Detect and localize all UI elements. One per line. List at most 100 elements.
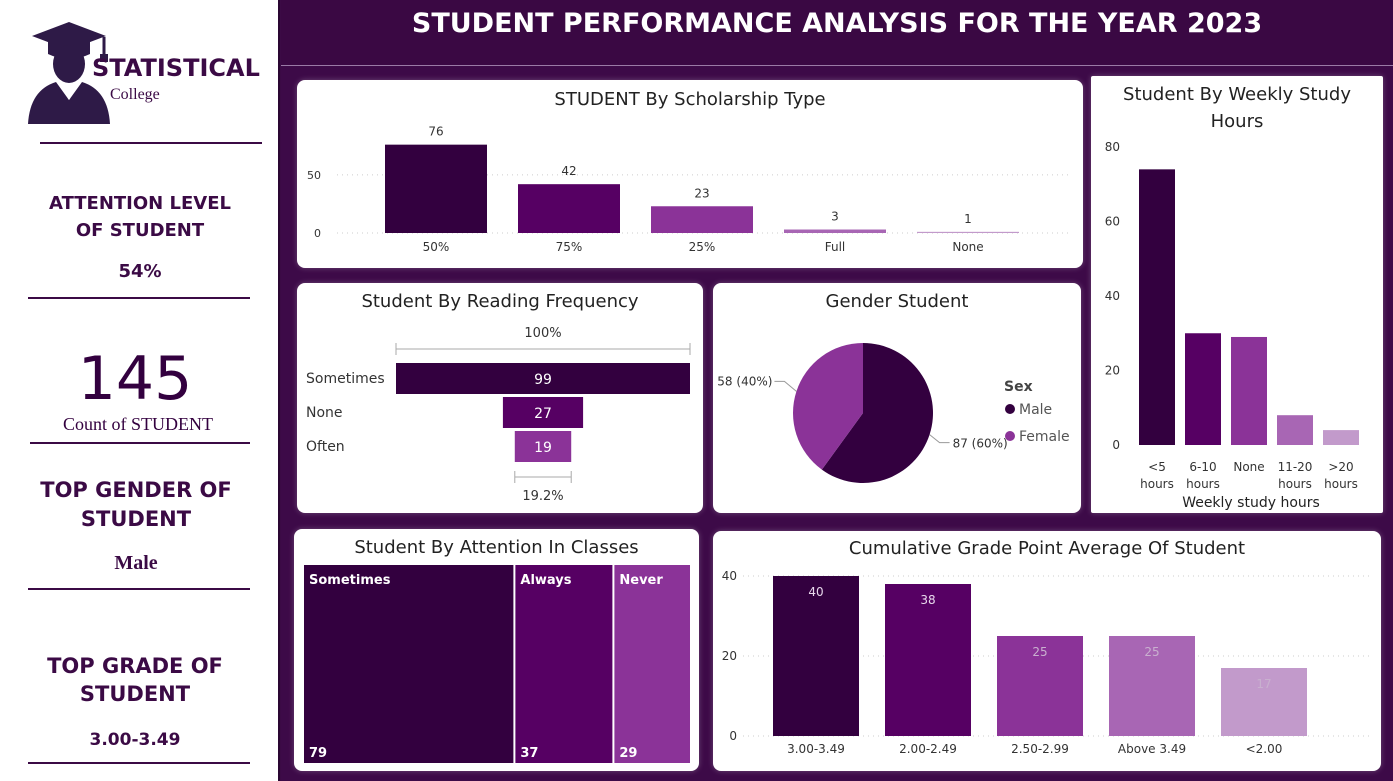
category-label: Sometimes — [306, 371, 385, 387]
divider — [28, 762, 250, 764]
bar — [917, 231, 1019, 233]
grade-kpi-title: TOP GRADE OF STUDENT — [47, 654, 223, 706]
leader-line — [774, 380, 797, 392]
x-tick-label: Above 3.49 — [1118, 742, 1186, 756]
y-tick-label: 40 — [1105, 289, 1120, 303]
gender-kpi-title: TOP GENDER OF STUDENT — [40, 478, 232, 531]
reading-title: Student By Reading Frequency — [361, 291, 639, 312]
data-label: 19 — [534, 440, 552, 456]
gender-card[interactable]: Gender Student 87 (60%) 58 (40%) Sex Male Fe… — [713, 283, 1081, 513]
y-tick-label: 60 — [1105, 215, 1120, 229]
count-kpi-value: 145 — [77, 344, 193, 414]
data-label: 42 — [561, 164, 576, 178]
tile-value: 29 — [619, 746, 637, 761]
x-tick-label: 2.00-2.49 — [899, 742, 957, 756]
y-tick-label: 50 — [307, 169, 321, 182]
divider — [40, 142, 262, 144]
page-title: STUDENT PERFORMANCE ANALYSIS FOR THE YEA… — [411, 8, 1263, 39]
funnel-bar — [514, 431, 572, 462]
y-tick-label: 40 — [722, 569, 737, 583]
attention-card[interactable]: Student By Attention In Classes Sometime… — [294, 529, 699, 771]
y-tick-label: 0 — [729, 729, 737, 743]
bar — [1277, 415, 1313, 445]
logo-subtitle: College — [110, 86, 160, 103]
x-tick-label: 6-10 — [1189, 460, 1216, 474]
x-tick-label: <5 — [1148, 460, 1166, 474]
bar — [997, 636, 1083, 736]
y-tick-label: 20 — [722, 649, 737, 663]
bar — [1231, 336, 1267, 445]
data-label: 76 — [428, 125, 443, 139]
bar — [1185, 333, 1221, 445]
divider — [28, 588, 250, 590]
data-label: 25 — [1144, 645, 1159, 659]
cgpa-card[interactable]: Cumulative Grade Point Average Of Studen… — [713, 531, 1381, 771]
x-tick-label: None — [952, 240, 983, 254]
funnel-bar — [502, 397, 584, 428]
y-tick-label: 0 — [1112, 438, 1120, 452]
bar — [385, 144, 487, 233]
x-tick-label: None — [1233, 460, 1264, 474]
logo-name: STATISTICAL — [92, 54, 260, 82]
divider — [30, 442, 250, 444]
legend-marker — [1005, 431, 1015, 441]
study-hours-title: Student By Weekly Study Hours — [1123, 84, 1351, 132]
legend-label: Male — [1019, 402, 1052, 418]
legend-title: Sex — [1004, 379, 1033, 395]
tile-value: 37 — [520, 746, 538, 761]
pie-slice — [821, 343, 933, 483]
graduate-logo-icon — [28, 22, 110, 124]
gender-chart: 87 (60%) 58 (40%) Sex Male Female — [717, 343, 1070, 483]
leader-line — [929, 434, 950, 444]
cgpa-title: Cumulative Grade Point Average Of Studen… — [848, 538, 1246, 559]
x-tick-label: 3.00-3.49 — [787, 742, 845, 756]
data-label: 1 — [964, 212, 972, 226]
count-kpi-label: Count of STUDENT — [63, 414, 213, 434]
x-tick-label: hours — [1140, 477, 1174, 491]
x-tick-label: hours — [1278, 477, 1312, 491]
attention-kpi-value: 54% — [118, 261, 162, 282]
tile-label: Never — [619, 573, 663, 588]
data-label: 99 — [534, 372, 552, 388]
scholarship-card[interactable]: STUDENT By Scholarship Type 0 50 76 50% 42 75… — [297, 80, 1083, 268]
attention-kpi-title: ATTENTION LEVEL OF STUDENT — [49, 193, 231, 241]
gender-title: Gender Student — [825, 291, 969, 312]
pie-slice — [793, 343, 863, 470]
y-tick-label: 20 — [1105, 364, 1120, 378]
study-hours-card[interactable]: Student By Weekly Study Hours 0 20 40 60 80 <… — [1091, 76, 1383, 513]
y-tick-label: 80 — [1105, 140, 1120, 154]
x-tick-label: hours — [1186, 477, 1220, 491]
category-label: Often — [306, 439, 345, 455]
reading-card[interactable]: Student By Reading Frequency 100% 99 Somet… — [297, 283, 703, 513]
bar — [651, 206, 753, 233]
legend-label: Female — [1019, 429, 1070, 445]
bar — [1323, 430, 1359, 445]
grade-kpi-value: 3.00-3.49 — [89, 730, 181, 750]
scholarship-chart: 0 50 76 50% 42 75% 23 25% 3 Full 1 None — [307, 125, 1072, 254]
divider — [28, 297, 250, 299]
bar — [773, 576, 859, 736]
x-tick-label: 25% — [689, 240, 716, 254]
cgpa-chart: 0 20 40 40 3.00-3.49 38 2.00-2.49 25 2.50-2.99 25… — [722, 569, 1373, 756]
treemap-tile — [614, 565, 690, 763]
main-area: STUDENT PERFORMANCE ANALYSIS FOR THE YEA… — [281, 0, 1393, 781]
data-label: 3 — [831, 210, 839, 224]
top-percent-label: 100% — [524, 326, 561, 341]
slice-label: 87 (60%) — [953, 437, 1008, 451]
x-tick-label: <2.00 — [1246, 742, 1283, 756]
x-tick-label: Full — [825, 240, 846, 254]
scholarship-title: STUDENT By Scholarship Type — [554, 89, 826, 110]
reading-chart: 100% 99 Sometimes 27 None 19 Often 19.2% — [306, 326, 691, 504]
x-tick-label: >20 — [1328, 460, 1353, 474]
attention-chart: Sometimes 79 Always 37 Never 29 — [304, 565, 690, 763]
bar — [518, 184, 620, 233]
funnel-bar — [396, 363, 690, 394]
data-label: 27 — [534, 406, 552, 422]
bar — [1221, 668, 1307, 736]
data-label: 40 — [808, 585, 823, 599]
bar — [1109, 636, 1195, 736]
sidebar: STATISTICAL College ATTENTION LEVEL OF S… — [0, 0, 280, 781]
bar — [1139, 169, 1175, 445]
attention-title: Student By Attention In Classes — [354, 537, 639, 558]
x-tick-label: 11-20 — [1278, 460, 1313, 474]
